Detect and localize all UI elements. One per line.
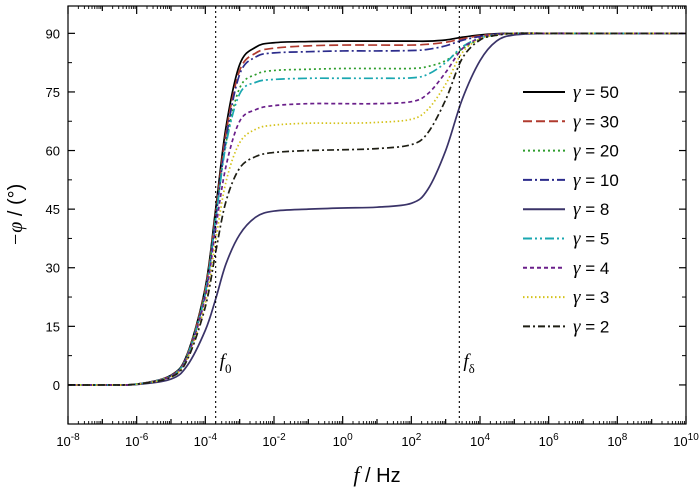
y-tick-label: 90: [46, 26, 60, 41]
legend-label-2: γ = 20: [573, 141, 619, 162]
y-tick-label: 75: [46, 85, 60, 100]
legend: γ = 50 γ = 30 γ = 20 γ = 10 γ = 8 γ = 5 γ = 4 γ…: [523, 82, 619, 337]
series-line-7: [68, 32, 686, 386]
x-tick-label: 10-2: [262, 432, 286, 449]
series-line-5: [68, 32, 686, 386]
x-tick-label: 10-8: [56, 432, 80, 449]
legend-label-1: γ = 30: [573, 111, 619, 132]
x-tick-label: 10-4: [194, 432, 218, 449]
legend-label-3: γ = 10: [573, 170, 619, 191]
series-line-8: [68, 32, 686, 386]
legend-label-7: γ = 3: [573, 287, 609, 308]
y-tick-label: 15: [46, 319, 60, 334]
axis-ticks: 0 15 30 45 60 75 90 10-8 10-6 10-4 10-2 100 102 104 10…: [46, 6, 699, 449]
x-tick-label: 1010: [673, 432, 699, 449]
y-tick-label: 60: [46, 144, 60, 159]
x-tick-label: 104: [470, 432, 490, 449]
y-tick-label: 30: [46, 261, 60, 276]
reference-line-label-1: fδ: [463, 351, 474, 376]
legend-label-5: γ = 5: [573, 229, 609, 250]
x-axis-title: f / Hz: [353, 462, 400, 487]
x-tick-label: 106: [539, 432, 559, 449]
series-layer: [68, 32, 686, 386]
legend-label-8: γ = 2: [573, 316, 609, 337]
legend-label-0: γ = 50: [573, 82, 619, 103]
reference-lines: f0 fδ: [215, 6, 475, 424]
x-tick-label: 10-6: [125, 432, 149, 449]
legend-label-6: γ = 4: [573, 258, 609, 279]
y-tick-label: 45: [46, 202, 60, 217]
reference-line-label-0: f0: [220, 351, 232, 376]
y-axis-title: −φ / (°): [5, 184, 27, 247]
y-tick-label: 0: [53, 378, 60, 393]
x-tick-label: 108: [607, 432, 627, 449]
x-tick-label: 100: [333, 432, 353, 449]
legend-label-4: γ = 8: [573, 199, 609, 220]
x-tick-label: 102: [401, 432, 421, 449]
